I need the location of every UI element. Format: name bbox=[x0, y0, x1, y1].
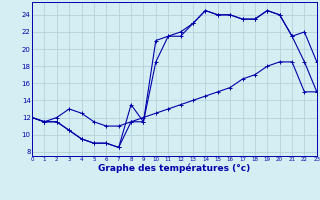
X-axis label: Graphe des températures (°c): Graphe des températures (°c) bbox=[98, 164, 251, 173]
